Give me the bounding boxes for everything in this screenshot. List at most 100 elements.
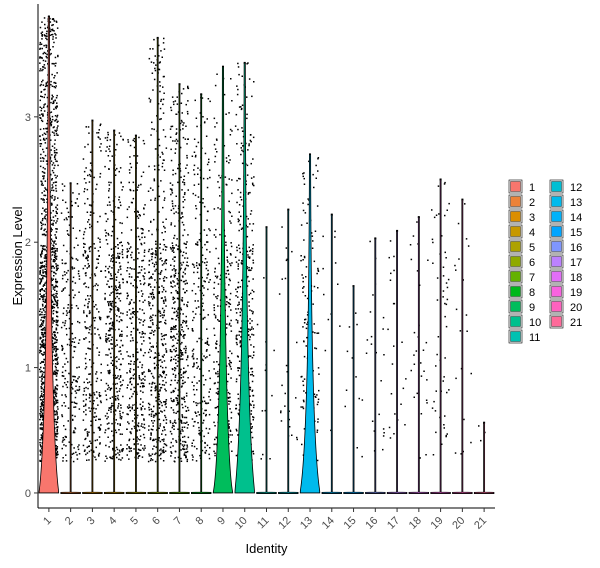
- data-point: [162, 344, 164, 346]
- data-point: [160, 452, 162, 455]
- data-point: [194, 293, 197, 295]
- data-point: [56, 285, 59, 288]
- data-point: [228, 305, 230, 308]
- data-point: [50, 219, 53, 221]
- data-point: [306, 314, 309, 316]
- data-point: [248, 294, 250, 296]
- data-point: [150, 286, 152, 288]
- data-point: [249, 395, 251, 397]
- data-point: [155, 438, 157, 441]
- data-point: [83, 387, 85, 390]
- data-point: [228, 112, 230, 114]
- data-point: [205, 409, 207, 412]
- data-point: [187, 364, 189, 367]
- data-point: [39, 399, 42, 401]
- data-point: [39, 314, 41, 316]
- data-point: [130, 276, 133, 278]
- data-point: [119, 388, 121, 390]
- data-point: [186, 110, 189, 113]
- data-point: [41, 361, 43, 363]
- data-point: [40, 380, 43, 382]
- data-point: [159, 387, 162, 389]
- data-point: [228, 324, 231, 326]
- data-point: [130, 256, 133, 259]
- data-point: [41, 439, 43, 441]
- data-point: [55, 285, 58, 287]
- data-point: [56, 175, 58, 177]
- data-point: [177, 308, 179, 311]
- data-point: [216, 151, 218, 153]
- data-point: [155, 400, 157, 402]
- data-point: [55, 187, 57, 190]
- data-point: [141, 382, 143, 384]
- data-point: [181, 297, 184, 299]
- data-point: [144, 408, 146, 410]
- data-point: [40, 184, 43, 186]
- data-point: [54, 389, 56, 391]
- data-point: [170, 193, 172, 196]
- data-point: [126, 454, 128, 456]
- data-point: [98, 426, 101, 428]
- data-point: [170, 330, 172, 333]
- data-point: [317, 398, 320, 401]
- data-point: [187, 189, 189, 191]
- data-point: [238, 219, 240, 222]
- data-point: [164, 429, 166, 431]
- data-point: [174, 355, 176, 358]
- data-point: [53, 370, 56, 373]
- data-point: [164, 135, 167, 138]
- data-point: [334, 236, 336, 238]
- data-point: [316, 431, 318, 433]
- data-point: [129, 397, 131, 400]
- data-point: [43, 209, 46, 211]
- data-point: [303, 355, 306, 358]
- data-point: [111, 328, 113, 330]
- data-point: [126, 254, 129, 257]
- data-point: [56, 152, 58, 154]
- data-point: [131, 407, 133, 410]
- data-point: [44, 359, 46, 361]
- data-point: [111, 324, 113, 327]
- data-point: [86, 257, 88, 260]
- data-point: [54, 196, 56, 198]
- data-point: [177, 456, 180, 459]
- data-point: [183, 303, 185, 306]
- data-point: [40, 265, 42, 267]
- data-point: [194, 156, 197, 158]
- data-point: [139, 308, 141, 310]
- data-point: [116, 237, 119, 240]
- data-point: [126, 314, 128, 316]
- data-point: [129, 162, 132, 165]
- data-point: [180, 377, 182, 379]
- data-point: [180, 386, 183, 388]
- data-point: [304, 295, 307, 297]
- data-point: [195, 264, 198, 267]
- data-point: [206, 343, 209, 345]
- data-point: [56, 304, 58, 307]
- data-point: [133, 425, 136, 428]
- data-point: [43, 89, 45, 91]
- data-point: [85, 286, 87, 288]
- data-point: [54, 86, 57, 89]
- data-point: [226, 315, 229, 318]
- data-point: [225, 327, 228, 329]
- data-point: [157, 68, 160, 70]
- data-point: [164, 268, 167, 271]
- data-point: [173, 103, 175, 106]
- data-point: [137, 276, 139, 278]
- data-point: [214, 126, 216, 128]
- data-point: [85, 256, 88, 259]
- data-point: [53, 306, 56, 309]
- data-point: [85, 366, 88, 368]
- data-point: [52, 36, 54, 38]
- data-point: [85, 403, 87, 406]
- data-point: [286, 258, 288, 261]
- data-point: [230, 245, 233, 248]
- data-point: [228, 200, 230, 203]
- data-point: [43, 201, 45, 203]
- data-point: [57, 264, 59, 267]
- data-point: [53, 199, 55, 201]
- data-point: [217, 181, 219, 183]
- data-point: [132, 189, 135, 192]
- data-point: [141, 228, 144, 230]
